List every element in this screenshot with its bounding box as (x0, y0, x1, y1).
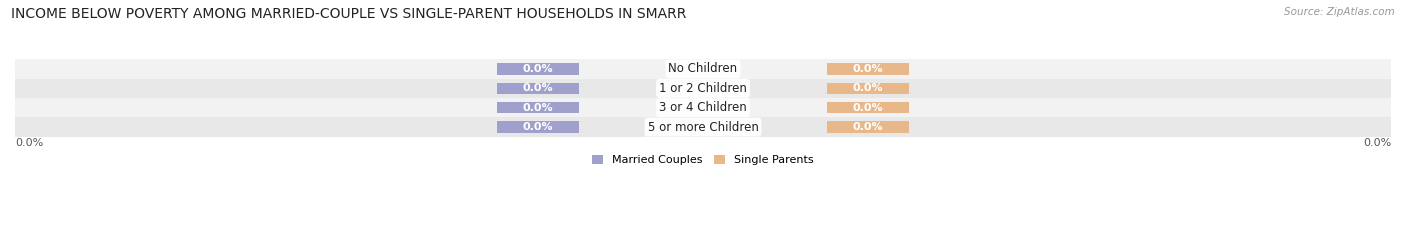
Bar (15, 117, 1391, 137)
Bar (15, 59, 1391, 79)
Bar (496, 63, 579, 75)
Bar (496, 83, 579, 94)
Text: No Children: No Children (668, 62, 738, 75)
Text: 1 or 2 Children: 1 or 2 Children (659, 82, 747, 95)
Text: INCOME BELOW POVERTY AMONG MARRIED-COUPLE VS SINGLE-PARENT HOUSEHOLDS IN SMARR: INCOME BELOW POVERTY AMONG MARRIED-COUPL… (11, 7, 686, 21)
Text: 0.0%: 0.0% (523, 83, 553, 93)
Bar (827, 83, 910, 94)
Text: 0.0%: 0.0% (1362, 138, 1391, 148)
Text: 0.0%: 0.0% (523, 64, 553, 74)
Text: 0.0%: 0.0% (853, 64, 883, 74)
Bar (496, 121, 579, 133)
Bar (15, 98, 1391, 117)
Text: 0.0%: 0.0% (523, 103, 553, 113)
Text: Source: ZipAtlas.com: Source: ZipAtlas.com (1284, 7, 1395, 17)
Text: 5 or more Children: 5 or more Children (648, 120, 758, 134)
Text: 0.0%: 0.0% (853, 103, 883, 113)
Text: 0.0%: 0.0% (15, 138, 44, 148)
Bar (827, 63, 910, 75)
Text: 3 or 4 Children: 3 or 4 Children (659, 101, 747, 114)
Bar (496, 102, 579, 113)
Bar (827, 102, 910, 113)
Text: 0.0%: 0.0% (523, 122, 553, 132)
Bar (15, 79, 1391, 98)
Text: 0.0%: 0.0% (853, 83, 883, 93)
Text: 0.0%: 0.0% (853, 122, 883, 132)
Legend: Married Couples, Single Parents: Married Couples, Single Parents (592, 155, 814, 165)
Bar (827, 121, 910, 133)
